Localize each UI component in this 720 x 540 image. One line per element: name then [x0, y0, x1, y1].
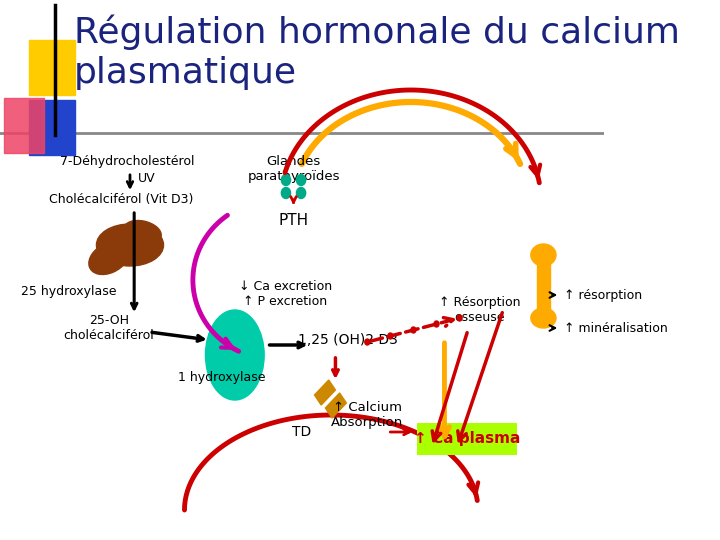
Text: Régulation hormonale du calcium
plasmatique: Régulation hormonale du calcium plasmati… [73, 15, 680, 90]
Text: ↑ minéralisation: ↑ minéralisation [564, 321, 667, 334]
Bar [30, 40, 76, 95]
Circle shape [297, 187, 306, 199]
FancyBboxPatch shape [417, 423, 518, 455]
Text: ↑ Ca plasma: ↑ Ca plasma [414, 431, 521, 447]
Polygon shape [315, 380, 336, 405]
Circle shape [282, 174, 291, 186]
Ellipse shape [124, 220, 161, 244]
Circle shape [365, 339, 370, 345]
Text: UV: UV [138, 172, 156, 185]
Ellipse shape [205, 310, 264, 400]
Ellipse shape [96, 224, 163, 266]
Text: TD: TD [292, 425, 312, 439]
Text: ↑ Résorption
osseuse: ↑ Résorption osseuse [439, 296, 521, 324]
Ellipse shape [89, 241, 129, 274]
Circle shape [457, 315, 462, 321]
Text: 1,25 (OH)2 D3: 1,25 (OH)2 D3 [298, 333, 398, 347]
Text: PTH: PTH [279, 213, 309, 228]
Bar [30, 100, 76, 155]
Polygon shape [325, 393, 346, 418]
Text: Cholécalciférol (Vit D3): Cholécalciférol (Vit D3) [50, 193, 194, 206]
Text: 25-OH
cholécalciférol: 25-OH cholécalciférol [63, 314, 154, 342]
Text: 1 hydroxylase: 1 hydroxylase [179, 372, 266, 384]
Bar [536, 255, 550, 310]
Text: ↑ Calcium
Absorption: ↑ Calcium Absorption [331, 401, 403, 429]
Ellipse shape [531, 308, 556, 328]
Text: Glandes
parathyroïdes: Glandes parathyroïdes [247, 155, 340, 183]
Bar [4, 98, 45, 153]
Text: 7-Déhydrocholestérol: 7-Déhydrocholestérol [60, 156, 194, 168]
Circle shape [411, 327, 416, 333]
Text: 25 hydroxylase: 25 hydroxylase [21, 286, 117, 299]
Circle shape [434, 321, 439, 327]
Ellipse shape [531, 244, 556, 266]
Circle shape [388, 333, 393, 339]
Text: ↓ Ca excretion
↑ P excretion: ↓ Ca excretion ↑ P excretion [238, 280, 332, 308]
Text: ↑ résorption: ↑ résorption [564, 288, 642, 301]
Circle shape [282, 187, 291, 199]
Circle shape [297, 174, 306, 186]
